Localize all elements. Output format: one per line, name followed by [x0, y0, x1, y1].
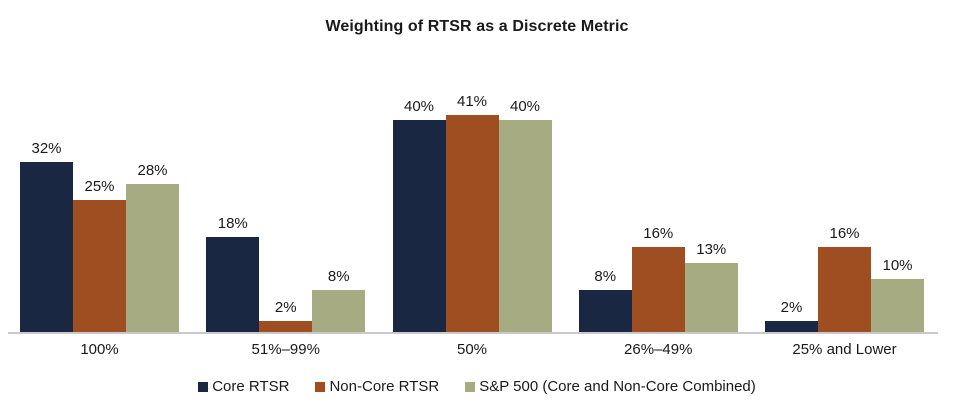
bar-value-label: 2% — [274, 299, 297, 317]
bar-group: 40% 41% 40% — [392, 80, 552, 332]
bar — [631, 247, 685, 332]
legend-item: S&P 500 (Core and Non-Core Combined) — [465, 378, 756, 395]
legend-item: Non-Core RTSR — [315, 378, 439, 395]
bar-column: 40% — [498, 80, 552, 332]
bar-column: 40% — [392, 80, 446, 332]
bar-value-label: 13% — [696, 241, 727, 259]
bar-value-label: 8% — [594, 267, 617, 285]
bar-value-label: 28% — [137, 161, 168, 179]
bar — [818, 247, 871, 332]
bar — [445, 114, 499, 332]
bar — [73, 199, 126, 332]
legend-swatch-icon — [198, 381, 209, 392]
bar — [206, 236, 260, 332]
bar — [578, 289, 632, 332]
legend-swatch-icon — [315, 381, 326, 392]
bar-value-label: 8% — [327, 267, 350, 285]
bar — [765, 321, 818, 332]
legend-swatch-icon — [465, 381, 476, 392]
bar-group: 2% 16% 10% — [765, 80, 924, 332]
category-label: 50% — [456, 341, 488, 358]
bar-column: 32% — [20, 80, 73, 332]
bar-column: 41% — [445, 80, 499, 332]
category-label: 51%–99% — [251, 341, 320, 358]
bar-value-label: 41% — [456, 92, 488, 110]
bar-value-label: 2% — [780, 299, 803, 317]
bar — [498, 120, 552, 332]
bar — [20, 162, 73, 332]
category-label: 25% and Lower — [792, 341, 897, 358]
bar-value-label: 40% — [509, 98, 541, 115]
bar-column: 2% — [259, 80, 313, 332]
bar — [126, 183, 179, 332]
bar-column: 2% — [765, 80, 818, 332]
bar — [259, 321, 313, 332]
bar-column: 28% — [126, 80, 179, 332]
bar-value-label: 16% — [643, 225, 674, 243]
bar-column: 25% — [73, 80, 126, 332]
x-axis-labels: 100% 51%–99% 50% 26%–49% 25% and Lower — [20, 341, 924, 358]
bar-value-label: 40% — [403, 98, 435, 115]
bar-column: 18% — [206, 80, 260, 332]
bar-group: 8% 16% 13% — [578, 80, 738, 332]
bar-column: 8% — [578, 80, 632, 332]
bar-value-label: 32% — [31, 140, 62, 158]
legend-item: Core RTSR — [198, 378, 289, 395]
bar-value-label: 18% — [217, 214, 248, 232]
category-label: 26%–49% — [624, 341, 693, 358]
category-label: 100% — [80, 341, 119, 358]
bar-column: 13% — [684, 80, 738, 332]
bar-column: 16% — [631, 80, 685, 332]
bar-value-label: 10% — [882, 257, 913, 274]
bar-column: 8% — [312, 80, 366, 332]
bar — [871, 279, 924, 332]
bar-column: 10% — [871, 80, 924, 332]
bar-value-label: 16% — [829, 225, 860, 243]
legend-label: Core RTSR — [212, 378, 290, 395]
legend-label: S&P 500 (Core and Non-Core Combined) — [479, 378, 756, 395]
bar — [684, 263, 738, 332]
bar-group: 18% 2% 8% — [206, 80, 366, 332]
legend-label: Non-Core RTSR — [329, 378, 440, 395]
bar-group: 32% 25% 28% — [20, 80, 179, 332]
bar — [392, 120, 446, 332]
bar-column: 16% — [818, 80, 871, 332]
x-axis-line — [8, 332, 938, 334]
legend: Core RTSR Non-Core RTSR S&P 500 (Core and … — [0, 378, 954, 395]
bar-value-label: 25% — [84, 177, 115, 195]
chart-title: Weighting of RTSR as a Discrete Metric — [325, 18, 629, 35]
bar — [312, 289, 366, 332]
plot-area: 32% 25% 28% 18% 2% 8% 40% 41% 40% 8% 16% 13% 2% 16% 10… — [20, 80, 924, 332]
